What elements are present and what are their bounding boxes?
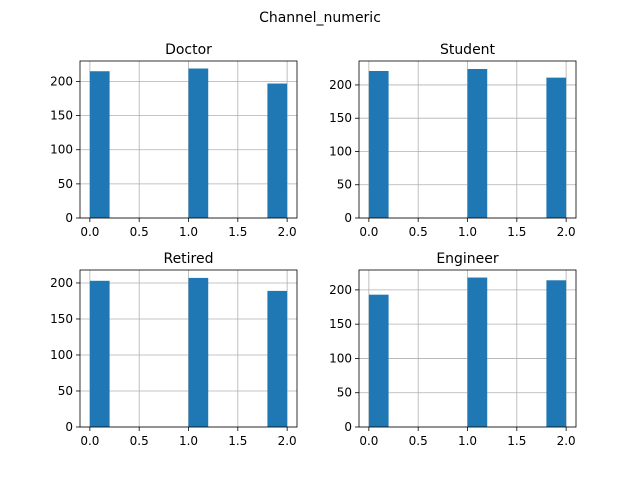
histogram-bar xyxy=(546,77,567,219)
y-tick-label: 50 xyxy=(337,386,352,400)
histogram-bar xyxy=(267,290,288,427)
subplot-title: Student xyxy=(440,42,496,58)
y-tick-label: 150 xyxy=(329,111,352,125)
x-tick-label: 1.0 xyxy=(179,434,198,448)
x-tick-label: 1.0 xyxy=(458,225,477,239)
x-tick-label: 1.0 xyxy=(458,434,477,448)
subplot-grid: 0.0 0.5 1.0 1.5 2.0 0 50 100 150 200 Doctor 0.0 0.5 1… xyxy=(50,42,577,448)
x-tick-label: 0.0 xyxy=(359,434,378,448)
histogram-bar xyxy=(188,277,209,427)
histogram-bar xyxy=(467,68,488,218)
histogram-bar xyxy=(546,280,567,427)
x-tick-label: 0.0 xyxy=(359,225,378,239)
y-tick-label: 150 xyxy=(50,312,73,326)
histogram-bar xyxy=(89,280,110,427)
y-tick-label: 200 xyxy=(50,74,73,88)
y-tick-label: 100 xyxy=(50,348,73,362)
y-tick-label: 200 xyxy=(329,283,352,297)
y-tick-label: 0 xyxy=(344,211,352,225)
histogram-bar xyxy=(188,68,209,218)
histogram-bar xyxy=(467,277,488,427)
x-tick-label: 0.5 xyxy=(409,225,428,239)
subplot-retired: 0.0 0.5 1.0 1.5 2.0 0 50 100 150 200 Retired xyxy=(50,251,298,448)
y-tick-label: 50 xyxy=(58,177,73,191)
x-tick-label: 1.5 xyxy=(507,225,526,239)
y-tick-label: 100 xyxy=(329,351,352,365)
x-tick-label: 0.0 xyxy=(80,225,99,239)
y-tick-label: 150 xyxy=(50,109,73,123)
subplot-title: Engineer xyxy=(436,251,499,267)
x-tick-label: 0.5 xyxy=(409,434,428,448)
figure-title: Channel_numeric xyxy=(259,10,381,26)
y-tick-label: 100 xyxy=(50,143,73,157)
subplot-doctor: 0.0 0.5 1.0 1.5 2.0 0 50 100 150 200 Doctor xyxy=(50,42,298,239)
x-tick-label: 1.0 xyxy=(179,225,198,239)
x-tick-label: 0.5 xyxy=(130,434,149,448)
histogram-bar xyxy=(368,70,389,218)
subplot-engineer: 0.0 0.5 1.0 1.5 2.0 0 50 100 150 200 Engineer xyxy=(329,251,577,448)
y-tick-label: 0 xyxy=(65,211,73,225)
x-tick-label: 1.5 xyxy=(507,434,526,448)
y-tick-label: 50 xyxy=(337,178,352,192)
y-tick-label: 0 xyxy=(65,420,73,434)
y-tick-label: 200 xyxy=(50,276,73,290)
x-tick-label: 1.5 xyxy=(228,225,247,239)
histogram-bar xyxy=(89,71,110,218)
x-tick-label: 0.0 xyxy=(80,434,99,448)
y-tick-label: 0 xyxy=(344,420,352,434)
x-tick-label: 0.5 xyxy=(130,225,149,239)
y-tick-label: 200 xyxy=(329,78,352,92)
x-tick-label: 2.0 xyxy=(278,434,297,448)
histogram-bar xyxy=(368,294,389,427)
histogram-bar xyxy=(267,83,288,218)
x-tick-label: 2.0 xyxy=(557,225,576,239)
subplot-student: 0.0 0.5 1.0 1.5 2.0 0 50 100 150 200 Student xyxy=(329,42,577,239)
subplot-title: Retired xyxy=(163,251,213,267)
x-tick-label: 2.0 xyxy=(278,225,297,239)
y-tick-label: 150 xyxy=(329,317,352,331)
x-tick-label: 1.5 xyxy=(228,434,247,448)
subplot-title: Doctor xyxy=(165,42,212,58)
y-tick-label: 100 xyxy=(329,144,352,158)
y-tick-label: 50 xyxy=(58,384,73,398)
x-tick-label: 2.0 xyxy=(557,434,576,448)
